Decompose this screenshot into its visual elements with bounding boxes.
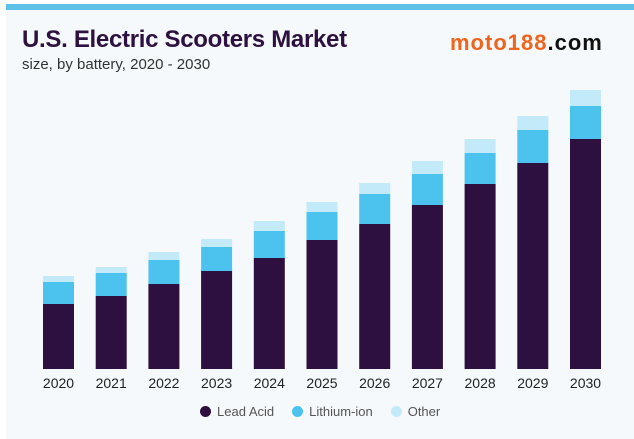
x-tick-label: 2029: [517, 375, 548, 391]
x-tick-label: 2020: [43, 375, 74, 391]
watermark-domain: .com: [547, 30, 603, 55]
bar-lead-acid-2027: [411, 205, 443, 369]
top-accent-bar: [6, 4, 634, 10]
legend-swatch: [390, 406, 402, 417]
chart-title: U.S. Electric Scooters Market: [22, 26, 347, 53]
legend-item-lead-acid: Lead Acid: [200, 404, 274, 419]
bar-lead-acid-2021: [95, 296, 127, 369]
x-tick-label: 2022: [148, 375, 179, 391]
bar-lithium-ion-2024: [253, 231, 285, 258]
legend-swatch: [292, 406, 304, 417]
bar-other-2022: [148, 252, 180, 260]
x-tick-label: 2021: [96, 375, 127, 391]
bar-lithium-ion-2028: [464, 153, 496, 184]
legend-label: Lithium-ion: [309, 404, 373, 419]
bar-lithium-ion-2022: [148, 260, 180, 284]
bar-lead-acid-2026: [359, 224, 391, 369]
bar-lithium-ion-2030: [570, 106, 601, 139]
x-tick-label: 2025: [306, 375, 337, 391]
bar-other-2025: [306, 202, 338, 212]
x-tick-label: 2028: [465, 375, 496, 391]
bar-lithium-ion-2029: [517, 130, 549, 163]
bar-other-2026: [359, 183, 391, 194]
bar-other-2028: [464, 139, 496, 153]
bar-lead-acid-2028: [464, 184, 496, 369]
bar-lithium-ion-2027: [411, 174, 443, 205]
bar-lead-acid-2025: [306, 240, 338, 369]
bar-lithium-ion-2023: [201, 247, 233, 271]
bar-lead-acid-2029: [517, 163, 549, 369]
bar-other-2020: [43, 276, 74, 282]
x-tick-label: 2030: [570, 375, 601, 391]
bar-lead-acid-2030: [570, 139, 601, 369]
bar-other-2027: [411, 161, 443, 174]
x-tick-label: 2026: [359, 375, 390, 391]
x-tick-label: 2027: [412, 375, 443, 391]
bar-lithium-ion-2026: [359, 194, 391, 224]
bar-lead-acid-2020: [43, 304, 74, 369]
bar-lithium-ion-2020: [43, 282, 74, 304]
bar-other-2024: [253, 221, 285, 231]
bar-lead-acid-2023: [201, 271, 233, 369]
chart-subtitle: size, by battery, 2020 - 2030: [22, 56, 211, 73]
bar-other-2023: [201, 239, 233, 247]
legend-label: Other: [407, 404, 441, 419]
legend-swatch: [200, 406, 211, 417]
watermark: moto188.com: [450, 30, 603, 56]
bar-other-2029: [517, 116, 549, 130]
x-tick-label: 2024: [254, 375, 285, 391]
bar-lithium-ion-2025: [306, 212, 338, 240]
bar-other-2030: [570, 90, 601, 106]
bar-lead-acid-2022: [148, 284, 180, 369]
watermark-text: moto188: [450, 30, 548, 55]
legend-item-lithium-ion: Lithium-ion: [292, 404, 373, 419]
bar-lithium-ion-2021: [95, 273, 127, 296]
legend: Lead Acid Lithium-ion Other: [200, 404, 440, 419]
legend-item-other: Other: [390, 404, 441, 419]
bar-lead-acid-2024: [253, 258, 285, 369]
bar-other-2021: [95, 267, 127, 273]
x-tick-label: 2023: [201, 375, 232, 391]
legend-label: Lead Acid: [217, 404, 275, 419]
